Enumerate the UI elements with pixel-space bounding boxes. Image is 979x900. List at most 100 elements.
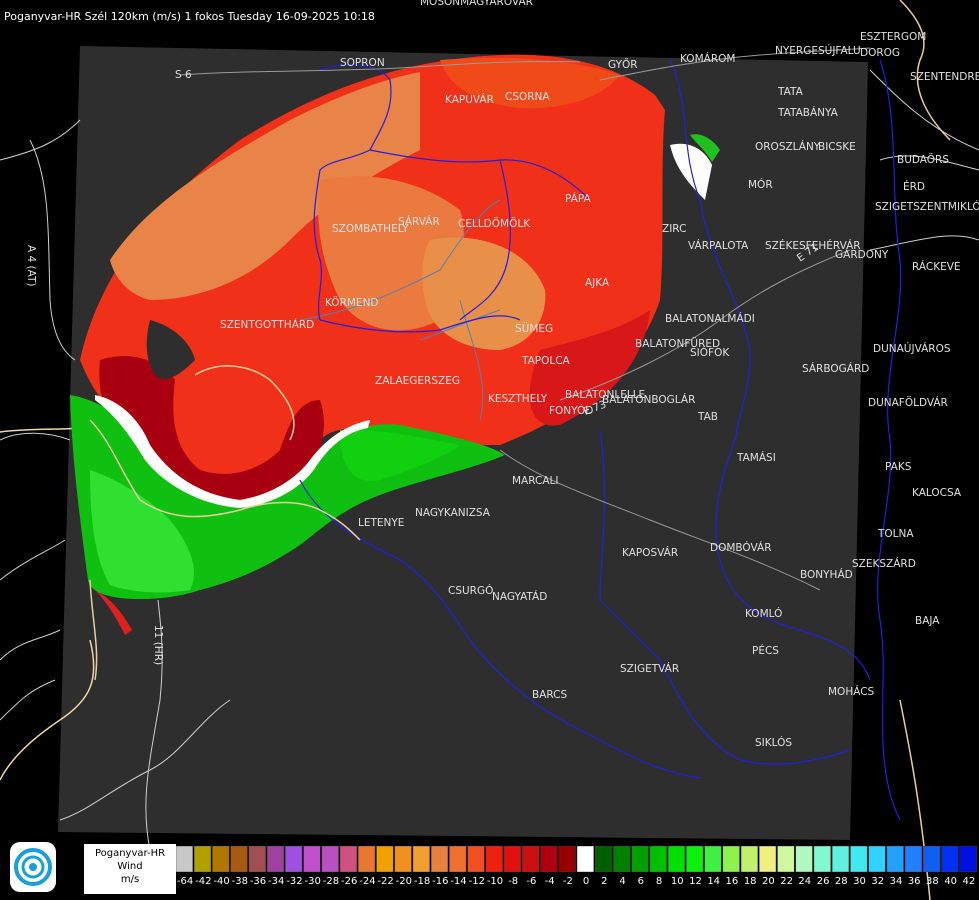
- scale-label: 24: [798, 876, 812, 887]
- scale-label: -8: [508, 876, 519, 887]
- administrative-borders: [299, 59, 902, 821]
- scale-label: 42: [962, 876, 976, 887]
- scale-swatch: [376, 846, 394, 872]
- place-label: S 6: [175, 69, 192, 81]
- scale-swatch: [959, 846, 977, 872]
- place-label: SOPRON: [340, 57, 385, 69]
- scale-label: -24: [359, 876, 376, 887]
- scale-swatch: [339, 846, 358, 872]
- scale-label: -64: [176, 876, 194, 887]
- place-label: KAPOSVÁR: [622, 546, 678, 559]
- place-label: BICSKE: [818, 141, 856, 153]
- place-label: SIÓFOK: [690, 346, 730, 359]
- scale-label: 10: [670, 876, 684, 887]
- place-label: DOROG: [860, 47, 900, 59]
- scale-label: 22: [780, 876, 793, 887]
- place-label: CSORNA: [505, 91, 550, 103]
- place-label: SZOMBATHELY: [332, 223, 409, 235]
- scale-label: 36: [907, 876, 921, 887]
- scale-swatch: [485, 846, 503, 872]
- swirl-logo-icon: [14, 848, 52, 886]
- scale-swatch: [740, 846, 759, 872]
- scale-swatch: [777, 846, 795, 872]
- rivers: [299, 199, 501, 421]
- place-label: KOMLÓ: [745, 607, 782, 620]
- scale-label: -40: [213, 876, 230, 887]
- scale-swatch: [941, 846, 959, 872]
- place-label: MOSONMAGYARÓVÁR: [420, 0, 533, 8]
- scale-label: 8: [655, 876, 663, 887]
- scale-swatch: [795, 846, 813, 872]
- scale-label: 34: [889, 876, 903, 887]
- place-label: TATA: [777, 86, 804, 98]
- scale-swatch: [321, 846, 339, 872]
- place-label: NAGYKANIZSA: [415, 507, 491, 519]
- place-label: KAPUVÁR: [445, 93, 494, 106]
- scale-label: 38: [926, 876, 939, 887]
- scale-label: 26: [816, 876, 830, 887]
- place-label: BUDAÖRS: [897, 153, 949, 166]
- scale-label: -36: [249, 876, 267, 887]
- place-label: CSURGÓ: [448, 584, 493, 597]
- scale-label: -20: [395, 876, 412, 887]
- place-label: BALATONFÜRED: [635, 337, 720, 350]
- scale-swatch: [722, 846, 740, 872]
- place-label: SÁRBOGÁRD: [802, 362, 869, 375]
- scale-label: 4: [619, 876, 626, 887]
- scale-swatch: [503, 846, 522, 872]
- place-label: KESZTHELY: [488, 393, 548, 405]
- scale-swatch: [285, 846, 303, 872]
- place-label: DOMBÓVÁR: [710, 541, 772, 554]
- place-label: CELLDÖMÖLK: [458, 217, 531, 230]
- scale-swatch: [558, 846, 576, 872]
- place-label: TAMÁSI: [736, 451, 776, 464]
- scale-swatch: [394, 846, 412, 872]
- state-border-east: [899, 0, 951, 900]
- place-label: SZÉKESFEHÉRVÁR: [765, 239, 861, 252]
- scale-label: -38: [231, 876, 248, 887]
- scale-label: -6: [526, 876, 537, 887]
- scale-swatch: [759, 846, 777, 872]
- scale-swatch: [358, 846, 376, 872]
- place-label: TATABÁNYA: [777, 106, 839, 119]
- place-label: MÓR: [748, 178, 773, 191]
- place-label: LETENYE: [358, 517, 404, 529]
- scale-swatch: [704, 846, 722, 872]
- scale-label: 18: [743, 876, 757, 887]
- scale-swatch: [631, 846, 649, 872]
- place-label: TAB: [697, 411, 718, 423]
- place-label: SZENTGOTTHÁRD: [220, 318, 314, 331]
- place-label: KOMÁROM: [680, 52, 735, 65]
- place-label: BALATONALMÁDI: [665, 312, 755, 325]
- place-label: MOHÁCS: [828, 685, 875, 698]
- place-label: BALATONLELLE: [565, 389, 645, 401]
- color-scale: [176, 846, 977, 872]
- scale-label: -14: [450, 876, 467, 887]
- scale-swatch: [649, 846, 667, 872]
- scale-swatch: [613, 846, 631, 872]
- place-label: SÁRVÁR: [398, 215, 440, 228]
- outer-roads: [0, 69, 979, 851]
- scale-swatch: [266, 846, 285, 872]
- scale-swatch: [193, 846, 212, 872]
- scale-label: 20: [762, 876, 775, 887]
- scale-label: 32: [871, 876, 885, 887]
- place-label: ESZTERGOM: [860, 31, 926, 43]
- place-label: BARCS: [532, 689, 567, 701]
- place-label: KÖRMEND: [325, 296, 379, 309]
- place-label: BONYHÁD: [800, 568, 853, 581]
- place-label: BAJA: [915, 615, 940, 627]
- place-label: TOLNA: [877, 528, 914, 540]
- place-label: TAPOLCA: [521, 355, 571, 367]
- scale-label: 14: [707, 876, 721, 887]
- scale-label: 6: [637, 876, 644, 887]
- scale-label: -30: [304, 876, 321, 887]
- place-label: SIKLÓS: [755, 736, 792, 749]
- place-label: ÉRD: [903, 180, 925, 193]
- place-label: SZIGETSZENTMIKLÓS: [875, 200, 979, 213]
- scale-label: -32: [286, 876, 303, 887]
- place-label: GÁRDONY: [835, 248, 889, 261]
- place-label: NYERGESÚJFALU: [775, 44, 861, 57]
- place-label: A 4 (AT): [25, 245, 37, 287]
